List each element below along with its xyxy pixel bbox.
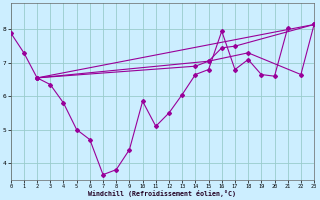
X-axis label: Windchill (Refroidissement éolien,°C): Windchill (Refroidissement éolien,°C) — [88, 190, 236, 197]
